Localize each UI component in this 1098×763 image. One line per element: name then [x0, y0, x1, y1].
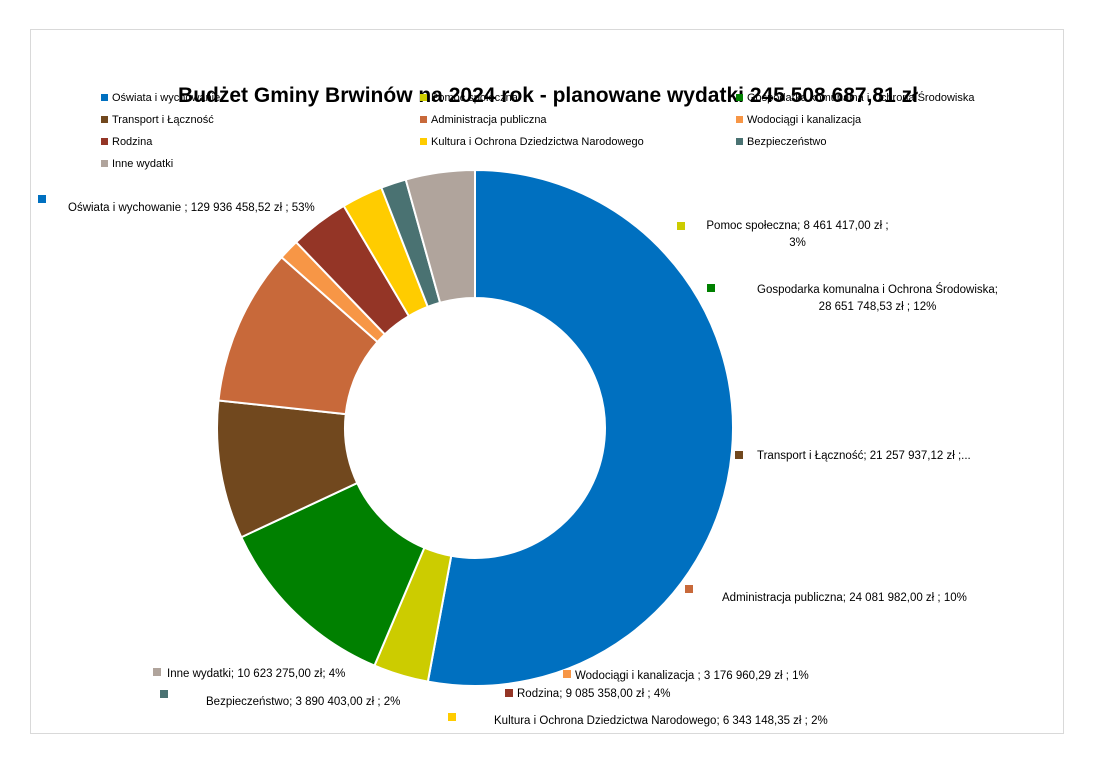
legend-item-rodzina: Rodzina [101, 136, 152, 149]
data-label-line: Administracja publiczna; 24 081 982,00 z… [722, 592, 967, 604]
legend-label: Transport i Łączność [112, 114, 214, 126]
data-label-line: Kultura i Ochrona Dziedzictwa Narodowego… [494, 715, 828, 727]
data-label-line: Inne wydatki; 10 623 275,00 zł; 4% [167, 668, 346, 680]
data-label-wodociagi-i-kanalizacja: Wodociągi i kanalizacja ; 3 176 960,29 z… [575, 668, 809, 685]
data-label-swatch-kultura-i-ochrona-dziedzictwa-narodowego [448, 713, 456, 721]
legend-item-wodociagi-i-kanalizacja: Wodociągi i kanalizacja [736, 114, 861, 127]
slice-oswiata-i-wychowanie [426, 168, 734, 687]
legend-swatch [101, 138, 108, 145]
legend-item-gospodarka-komunalna-i-ochrona-srodowiska: Gospodarka komunalna i Ochrona Środowisk… [736, 92, 974, 105]
legend-label: Rodzina [112, 136, 153, 148]
legend-label: Pomoc społeczna [431, 92, 518, 104]
data-label-swatch-transport-i-lacznosc [735, 451, 743, 459]
legend-item-oswiata-i-wychowanie: Oświata i wychowanie [101, 92, 220, 105]
legend-swatch [101, 116, 108, 123]
data-label-gospodarka-komunalna-i-ochrona-srodowiska: Gospodarka komunalna i Ochrona Środowisk… [740, 282, 1015, 316]
legend-swatch [736, 138, 743, 145]
data-label-swatch-oswiata-i-wychowanie [38, 195, 46, 203]
legend-label: Gospodarka komunalna i Ochrona Środowisk… [747, 92, 975, 104]
data-label-line: Pomoc społeczna; 8 461 417,00 zł ; [706, 220, 889, 232]
legend-swatch [736, 94, 743, 101]
data-label-transport-i-lacznosc: Transport i Łączność; 21 257 937,12 zł ;… [757, 448, 971, 465]
data-label-rodzina: Rodzina; 9 085 358,00 zł ; 4% [517, 686, 670, 703]
data-label-line: Transport i Łączność; 21 257 937,12 zł ;… [757, 450, 971, 462]
data-label-line: Wodociągi i kanalizacja ; 3 176 960,29 z… [575, 670, 809, 682]
legend-item-inne-wydatki: Inne wydatki [101, 158, 173, 171]
chart-title: Budżet Gminy Brwinów na 2024 rok - plano… [178, 84, 918, 107]
chart-frame: Budżet Gminy Brwinów na 2024 rok - plano… [30, 29, 1064, 734]
data-label-swatch-rodzina [505, 689, 513, 697]
legend-item-kultura-i-ochrona-dziedzictwa-narodowego: Kultura i Ochrona Dziedzictwa Narodowego [420, 136, 644, 149]
legend-item-bezpieczenstwo: Bezpieczeństwo [736, 136, 827, 149]
legend-label: Wodociągi i kanalizacja [747, 114, 862, 126]
data-label-swatch-inne-wydatki [153, 668, 161, 676]
legend-item-administracja-publiczna: Administracja publiczna [420, 114, 547, 127]
data-label-swatch-pomoc-spoleczna [677, 222, 685, 230]
data-label-line: 28 651 748,53 zł ; 12% [818, 301, 937, 313]
data-label-line: Gospodarka komunalna i Ochrona Środowisk… [757, 284, 998, 296]
legend-label: Oświata i wychowanie [112, 92, 221, 104]
data-label-kultura-i-ochrona-dziedzictwa-narodowego: Kultura i Ochrona Dziedzictwa Narodowego… [494, 713, 828, 730]
data-label-bezpieczenstwo: Bezpieczeństwo; 3 890 403,00 zł ; 2% [206, 694, 400, 711]
legend-item-transport-i-lacznosc: Transport i Łączność [101, 114, 214, 127]
slice-inne-wydatki [404, 168, 476, 305]
data-label-oswiata-i-wychowanie: Oświata i wychowanie ; 129 936 458,52 zł… [68, 200, 315, 217]
data-label-line: Rodzina; 9 085 358,00 zł ; 4% [517, 688, 671, 700]
legend-label: Inne wydatki [112, 158, 174, 170]
data-label-inne-wydatki: Inne wydatki; 10 623 275,00 zł; 4% [167, 666, 345, 683]
legend-label: Kultura i Ochrona Dziedzictwa Narodowego [431, 136, 644, 148]
legend-label: Administracja publiczna [431, 114, 547, 126]
data-label-swatch-wodociagi-i-kanalizacja [563, 670, 571, 678]
legend-swatch [420, 138, 427, 145]
legend-swatch [420, 116, 427, 123]
data-label-swatch-bezpieczenstwo [160, 690, 168, 698]
data-label-line: Oświata i wychowanie ; 129 936 458,52 zł… [68, 202, 315, 214]
legend-swatch [101, 94, 108, 101]
legend-swatch [420, 94, 427, 101]
data-label-swatch-administracja-publiczna [685, 585, 693, 593]
data-label-pomoc-spoleczna: Pomoc społeczna; 8 461 417,00 zł ; 3% [690, 218, 905, 252]
data-label-swatch-gospodarka-komunalna-i-ochrona-srodowiska [707, 284, 715, 292]
data-label-line: 3% [789, 237, 806, 249]
legend-swatch [736, 116, 743, 123]
data-label-administracja-publiczna: Administracja publiczna; 24 081 982,00 z… [722, 590, 967, 607]
legend-label: Bezpieczeństwo [747, 136, 827, 148]
data-label-line: Bezpieczeństwo; 3 890 403,00 zł ; 2% [206, 696, 401, 708]
legend-item-pomoc-spoleczna: Pomoc społeczna [420, 92, 518, 105]
legend-swatch [101, 160, 108, 167]
